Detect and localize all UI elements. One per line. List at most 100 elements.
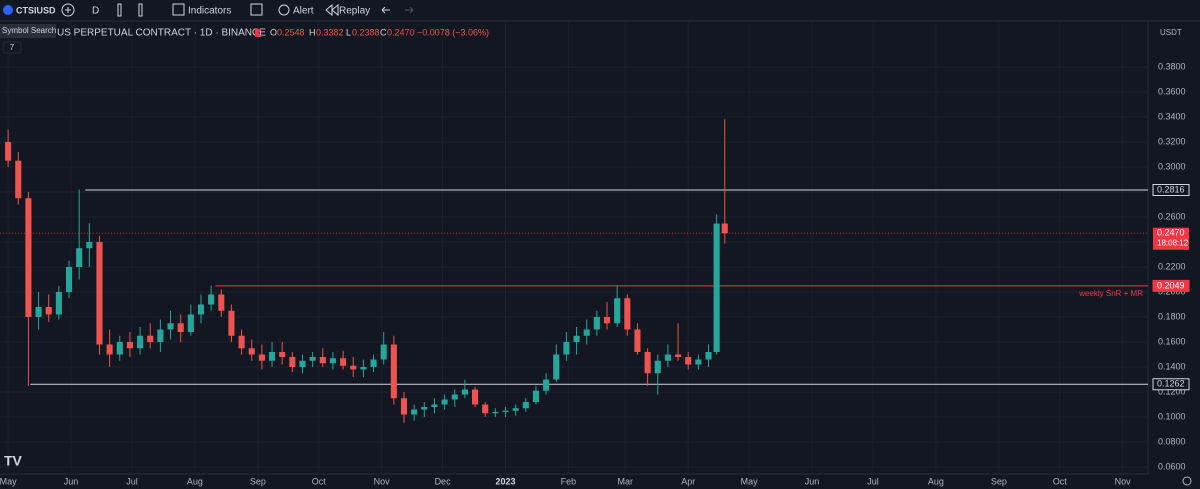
indicators-icon: [172, 3, 185, 16]
alert-icon: [278, 4, 290, 16]
last-price-label: 0.2470: [1157, 228, 1185, 238]
candle-body: [55, 292, 62, 315]
x-tick-label: Jun: [64, 476, 79, 486]
candle-body: [167, 323, 174, 330]
flag: [255, 29, 262, 37]
badge: 7: [10, 43, 15, 52]
bar-style[interactable]: [117, 3, 122, 17]
settings[interactable]: [1182, 476, 1192, 486]
layout-icon[interactable]: [250, 3, 263, 16]
add-symbol[interactable]: [61, 3, 75, 17]
badge-box[interactable]: [2, 41, 22, 54]
x-tick-label: Mar: [618, 476, 634, 486]
alert[interactable]: Alert: [293, 6, 314, 17]
countdown: 18:08:12: [1157, 238, 1189, 247]
candle-body: [106, 344, 113, 355]
interval[interactable]: D: [92, 6, 99, 17]
redo[interactable]: [405, 6, 414, 14]
candle-body: [411, 409, 418, 415]
level-label: 0.2816: [1157, 184, 1185, 194]
y-tick-label: 0.1800: [1158, 311, 1186, 321]
y-tick-label: 0.0800: [1158, 436, 1186, 446]
candle-body: [197, 304, 205, 315]
candle-body: [340, 358, 347, 366]
logo: TV: [4, 453, 23, 469]
candle-body: [461, 389, 468, 395]
candle-body: [421, 407, 428, 410]
x-tick-label: Dec: [435, 476, 452, 486]
y-tick-label: 0.2200: [1158, 261, 1186, 271]
candle-style[interactable]: [138, 3, 143, 17]
levels: [0, 189, 1148, 385]
add-icon: [65, 7, 71, 13]
legend-high: 0.3382: [316, 27, 344, 37]
level-label-box: [1152, 378, 1190, 391]
candle-body: [553, 354, 560, 380]
candle-body: [644, 352, 651, 374]
candle-body: [279, 352, 286, 357]
y-tick-label: 0.3600: [1158, 86, 1186, 96]
candle-body: [512, 408, 519, 411]
y-tick-label: 0.1000: [1158, 411, 1186, 421]
y-tick-label: 0.1400: [1158, 361, 1186, 371]
candle-body: [65, 267, 73, 292]
toolbar: [0, 0, 1200, 21]
x-tick-label: Jul: [867, 476, 879, 486]
candle-body: [96, 242, 103, 345]
y-tick-label: 0.3200: [1158, 136, 1186, 146]
candles: [5, 119, 728, 424]
legend-o: O: [270, 27, 277, 37]
legend-open: 0.2548: [277, 27, 305, 37]
candle-body: [350, 365, 357, 370]
candle-body: [482, 404, 489, 414]
candle-body: [25, 198, 32, 317]
candle-body: [329, 358, 336, 364]
x-tick-label: Sep: [250, 476, 266, 486]
candle-body: [614, 298, 621, 324]
tooltip-bg: [0, 24, 56, 38]
legend-close: 0.2470: [387, 27, 415, 37]
currency[interactable]: USDT: [1160, 28, 1182, 37]
candle-body: [126, 342, 133, 349]
candle-body: [299, 360, 306, 367]
candle-body: [705, 352, 712, 360]
candle-body: [238, 335, 245, 349]
y-tick-label: 0.2600: [1158, 211, 1186, 221]
level-label: 0.1262: [1157, 379, 1185, 389]
level-label: 0.2049: [1157, 280, 1185, 290]
candle-body: [309, 357, 316, 361]
candle-body: [472, 389, 479, 405]
candle-body: [147, 335, 154, 342]
x-tick-label: Aug: [187, 476, 203, 486]
candle-body: [713, 223, 720, 352]
x-tick-label: May: [741, 476, 759, 486]
symbol-icon[interactable]: [3, 5, 13, 15]
y-tick-label: 0.0600: [1158, 461, 1186, 471]
candle-body: [400, 398, 408, 415]
candle-body: [654, 360, 661, 374]
ohlc-legend: O 0.2548 H 0.3382 L 0.2388 C 0.2470 −0.0…: [270, 27, 489, 37]
candle-body: [5, 142, 12, 161]
x-tick-label: 2023: [495, 476, 515, 486]
legend-c: C: [380, 27, 387, 37]
candle-body: [268, 352, 276, 361]
x-tick-label: Jun: [805, 476, 820, 486]
candle-body: [431, 404, 438, 407]
candle-body: [492, 412, 499, 414]
candle-body: [451, 394, 458, 400]
undo[interactable]: [381, 6, 390, 14]
candle-body: [390, 344, 397, 399]
symbol[interactable]: CTSIUSD: [16, 5, 56, 15]
replay-icon: [325, 3, 339, 17]
candle-body: [685, 357, 692, 365]
candle-body: [218, 294, 225, 311]
x-tick-label: Apr: [681, 476, 695, 486]
indicators[interactable]: Indicators: [188, 6, 231, 17]
replay[interactable]: Replay: [339, 6, 370, 17]
candle-body: [45, 307, 52, 315]
candle-body: [116, 342, 123, 355]
x-tick-label: Nov: [374, 476, 391, 486]
candle-body: [543, 379, 550, 391]
